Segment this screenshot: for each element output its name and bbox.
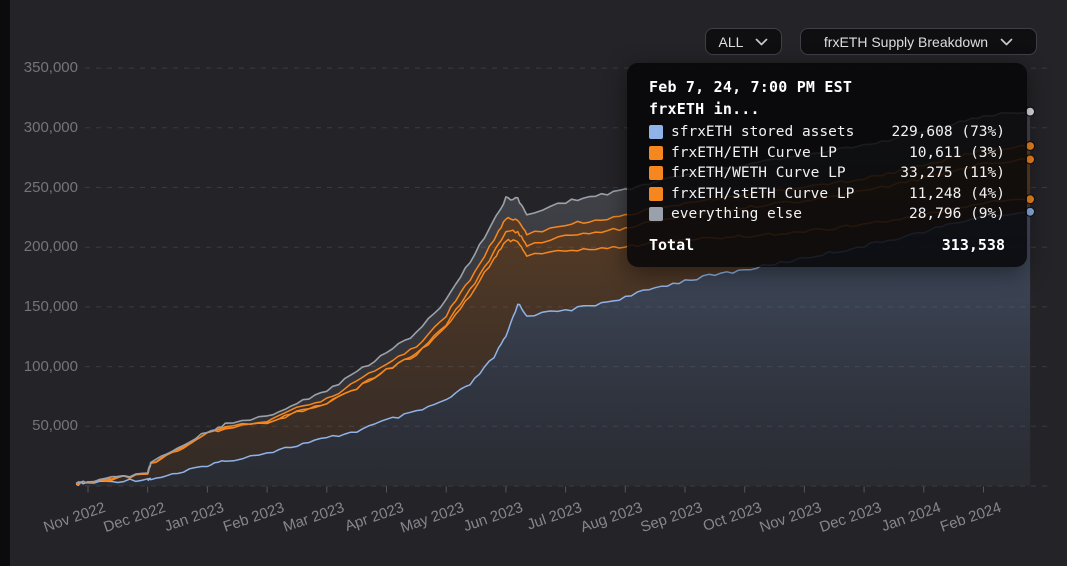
chart-tooltip: Feb 7, 24, 7:00 PM EST frxETH in... sfrx… (627, 63, 1027, 267)
series-area-frxeth-eth-curve-lp (76, 199, 1031, 486)
series-value: 11,248 (4%) (908, 185, 1005, 202)
chevron-down-icon (756, 38, 768, 45)
y-tick-label: 300,000 (23, 118, 78, 136)
time-range-dropdown[interactable]: ALL (705, 28, 782, 55)
y-tick-label: 200,000 (23, 238, 78, 256)
series-swatch-icon (649, 186, 663, 201)
series-label: frxETH/ETH Curve LP (671, 144, 837, 161)
tooltip-row: frxETH/ETH Curve LP 10,611 (3%) (649, 143, 1005, 164)
tooltip-total-label: Total (649, 235, 695, 254)
series-label: frxETH/WETH Curve LP (671, 165, 846, 181)
series-swatch-icon (649, 207, 663, 222)
series-value: 33,275 (11%) (900, 165, 1005, 181)
series-label: frxETH/stETH Curve LP (671, 185, 855, 202)
series-label: everything else (671, 206, 802, 222)
tooltip-subtitle: frxETH in... (649, 100, 760, 118)
tooltip-row: frxETH/WETH Curve LP 33,275 (11%) (649, 163, 1005, 184)
series-value: 229,608 (73%) (891, 124, 1006, 140)
tooltip-total-value: 313,538 (941, 235, 1005, 254)
tooltip-total-row: Total 313,538 (649, 236, 1005, 254)
metric-label: frxETH Supply Breakdown (823, 33, 989, 50)
tooltip-row: sfrxETH stored assets 229,608 (73%) (649, 122, 1005, 143)
series-swatch-icon (649, 145, 663, 160)
y-tick-label: 50,000 (32, 417, 78, 435)
y-tick-label: 100,000 (23, 357, 78, 375)
series-value: 10,611 (3%) (908, 144, 1005, 161)
y-tick-label: 250,000 (23, 178, 78, 196)
tooltip-date: Feb 7, 24, 7:00 PM EST (649, 78, 853, 96)
time-range-label: ALL (718, 33, 744, 50)
hover-dots (1024, 106, 1036, 217)
tooltip-row: frxETH/stETH Curve LP 11,248 (4%) (649, 184, 1005, 205)
y-tick-label: 350,000 (23, 59, 78, 77)
y-tick-label: 150,000 (23, 297, 78, 315)
tooltip-rows: sfrxETH stored assets 229,608 (73%) frxETH… (649, 122, 1005, 225)
series-swatch-icon (649, 125, 663, 140)
x-axis (85, 485, 1048, 493)
series-label: sfrxETH stored assets (671, 124, 855, 140)
series-value: 28,796 (9%) (908, 206, 1005, 222)
metric-dropdown[interactable]: frxETH Supply Breakdown (800, 28, 1037, 55)
series-swatch-icon (649, 166, 663, 181)
left-edge-strip (0, 0, 10, 566)
tooltip-row: everything else 28,796 (9%) (649, 204, 1005, 225)
series-area-sfrxeth-stored-assets (76, 211, 1031, 487)
chevron-down-icon (1000, 38, 1013, 45)
